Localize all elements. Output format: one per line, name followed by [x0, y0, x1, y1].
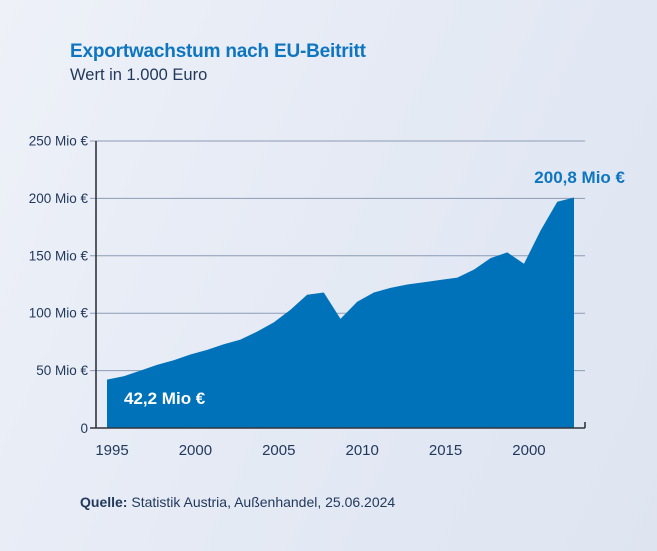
x-tick-label: 2010 — [345, 442, 378, 459]
source-text: Statistik Austria, Außenhandel, 25.06.20… — [131, 494, 396, 510]
chart-header: Exportwachstum nach EU-Beitritt Wert in … — [70, 40, 366, 85]
y-tick-label: 50 Mio € — [36, 363, 88, 378]
page-title: Exportwachstum nach EU-Beitritt — [70, 41, 366, 62]
source-label: Quelle: — [80, 494, 128, 510]
page-subtitle: Wert in 1.000 Euro — [70, 65, 208, 84]
x-tick-label: 2015 — [429, 442, 462, 459]
end-value-annotation: 200,8 Mio € — [534, 168, 625, 187]
x-tick-label: 1995 — [95, 442, 128, 459]
y-tick-label: 150 Mio € — [29, 248, 89, 263]
x-tick-label: 2000 — [512, 442, 545, 459]
y-tick-label: 100 Mio € — [29, 306, 89, 321]
source-note: Quelle: Statistik Austria, Außenhandel, … — [80, 494, 395, 510]
y-tick-label: 250 Mio € — [29, 134, 89, 149]
area-series — [107, 197, 574, 428]
x-tick-label: 2000 — [179, 442, 212, 459]
y-tick-label: 0 — [80, 421, 88, 436]
x-tick-label: 2005 — [262, 442, 295, 459]
y-tick-label: 200 Mio € — [29, 191, 89, 206]
start-value-annotation: 42,2 Mio € — [124, 389, 206, 408]
